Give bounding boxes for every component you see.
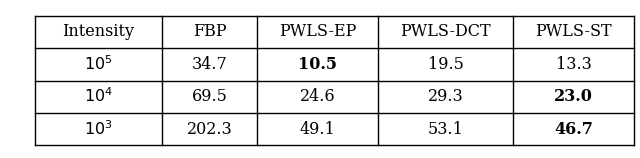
Text: $10^4$: $10^4$ xyxy=(84,87,113,106)
Text: 69.5: 69.5 xyxy=(191,88,227,105)
Text: 24.6: 24.6 xyxy=(300,88,335,105)
Text: 34.7: 34.7 xyxy=(191,56,227,73)
Text: FBP: FBP xyxy=(193,24,227,40)
Text: 10.5: 10.5 xyxy=(298,56,337,73)
Text: Intensity: Intensity xyxy=(63,24,134,40)
Text: 23.0: 23.0 xyxy=(554,88,593,105)
Text: 53.1: 53.1 xyxy=(428,121,463,138)
Text: 46.7: 46.7 xyxy=(554,121,593,138)
Text: PWLS-DCT: PWLS-DCT xyxy=(400,24,491,40)
Text: 202.3: 202.3 xyxy=(187,121,232,138)
Text: 13.3: 13.3 xyxy=(556,56,591,73)
Text: PWLS-EP: PWLS-EP xyxy=(279,24,356,40)
Text: PWLS-ST: PWLS-ST xyxy=(535,24,612,40)
Text: 29.3: 29.3 xyxy=(428,88,463,105)
Text: 49.1: 49.1 xyxy=(300,121,335,138)
Text: $10^3$: $10^3$ xyxy=(84,120,113,139)
Text: $10^5$: $10^5$ xyxy=(84,55,113,74)
Text: 19.5: 19.5 xyxy=(428,56,463,73)
